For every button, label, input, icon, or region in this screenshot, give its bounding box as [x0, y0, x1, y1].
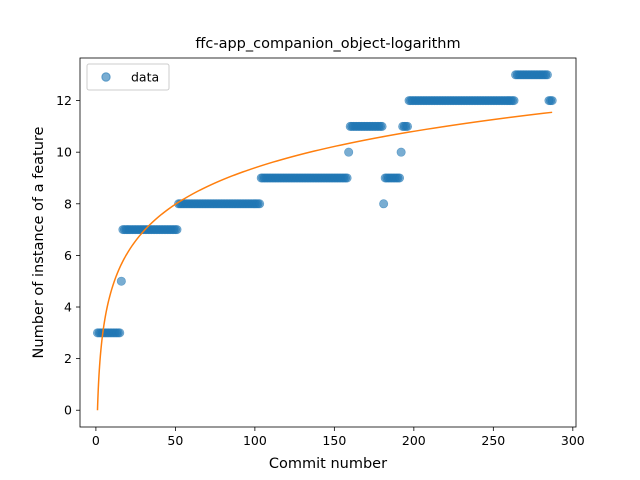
plot-area	[79, 57, 577, 428]
x-tick-label: 150	[322, 433, 346, 448]
legend: data	[86, 63, 170, 91]
x-tick-label: 0	[92, 433, 100, 448]
data-point	[547, 96, 557, 106]
data-point	[395, 173, 405, 183]
y-tick-label: 12	[56, 93, 72, 108]
data-point	[342, 173, 352, 183]
x-tick-label: 200	[402, 433, 426, 448]
y-tick-label: 8	[64, 196, 72, 211]
data-point	[377, 121, 387, 131]
data-point	[542, 70, 552, 80]
x-tick-label: 250	[481, 433, 505, 448]
data-point	[402, 121, 412, 131]
data-point	[172, 225, 182, 235]
y-axis-label: Number of instance of a feature	[31, 126, 47, 358]
data-point	[115, 328, 125, 338]
data-point	[255, 199, 265, 209]
x-tick-label: 100	[243, 433, 267, 448]
fit-curve	[96, 111, 553, 411]
data-point	[344, 147, 354, 157]
legend-box	[86, 63, 170, 91]
x-tick-label: 300	[561, 433, 585, 448]
data-point	[509, 96, 519, 106]
data-point	[396, 147, 406, 157]
y-tick-label: 6	[64, 248, 72, 263]
legend-marker-data	[101, 72, 111, 82]
y-tick-label: 4	[64, 300, 72, 315]
y-tick-label: 2	[64, 351, 72, 366]
data-point	[379, 199, 389, 209]
y-tick-label: 10	[56, 145, 72, 160]
legend-label-data: data	[131, 70, 159, 85]
x-axis-ticks: 0 50 100 150 200 250 300	[92, 427, 585, 448]
data-point	[116, 276, 126, 286]
x-axis-label: Commit number	[269, 456, 387, 472]
x-tick-label: 50	[167, 433, 183, 448]
y-tick-label: 0	[64, 403, 72, 418]
y-axis-ticks: 0 2 4 6 8 10 12	[56, 93, 80, 418]
axes-frame	[79, 57, 577, 428]
chart-title: ffc-app_companion_object-logarithm	[195, 36, 460, 52]
